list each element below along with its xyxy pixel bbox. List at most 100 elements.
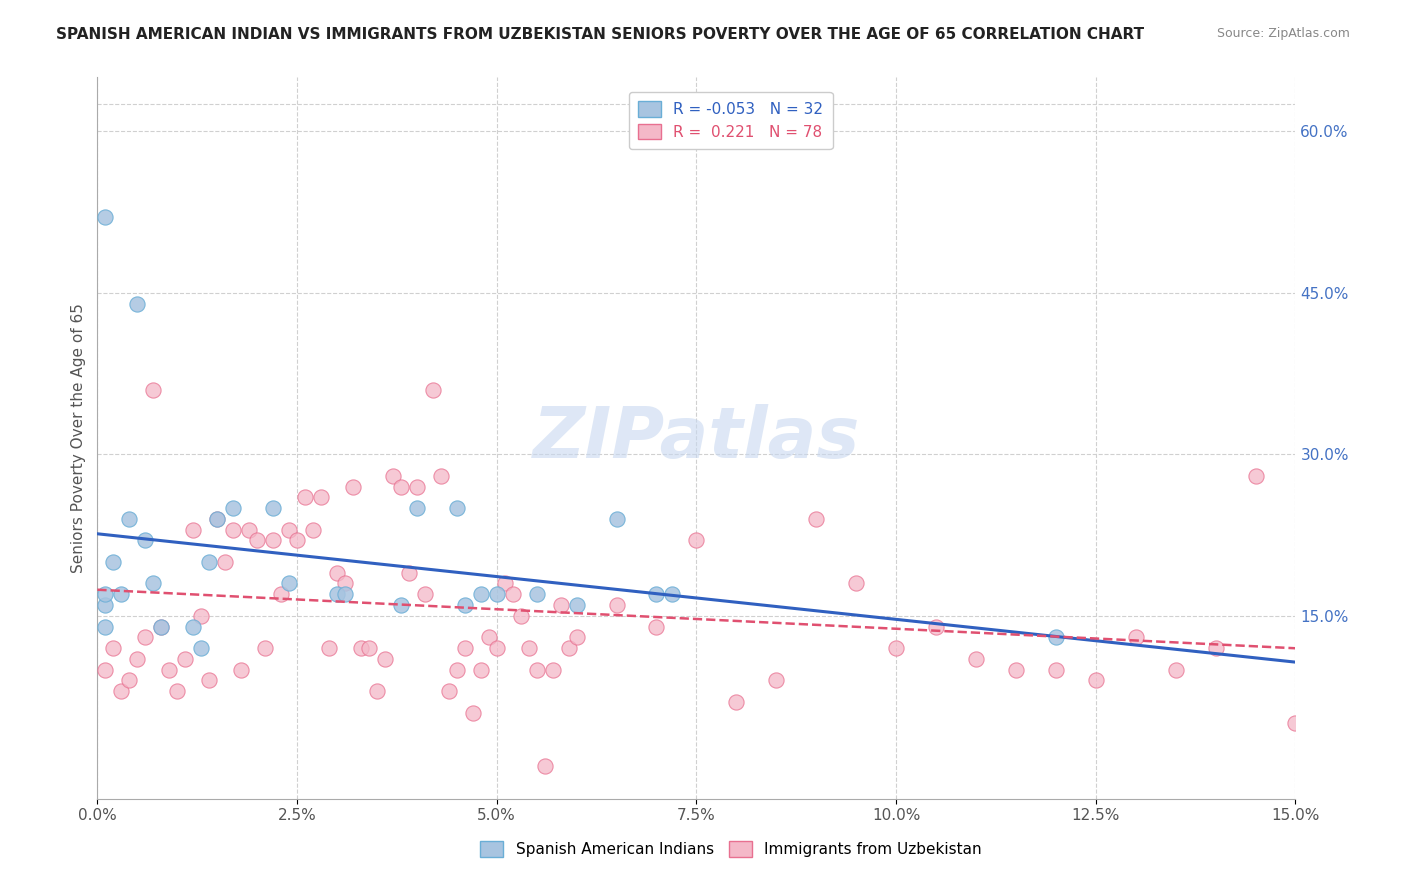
Point bbox=[118, 512, 141, 526]
Point bbox=[190, 608, 212, 623]
Point bbox=[557, 640, 579, 655]
Point bbox=[262, 501, 284, 516]
Point bbox=[413, 587, 436, 601]
Point bbox=[166, 684, 188, 698]
Point bbox=[884, 640, 907, 655]
Point bbox=[118, 673, 141, 688]
Point bbox=[1244, 468, 1267, 483]
Point bbox=[565, 630, 588, 644]
Point bbox=[405, 479, 427, 493]
Point bbox=[533, 759, 555, 773]
Point bbox=[110, 587, 132, 601]
Point bbox=[285, 533, 308, 548]
Point bbox=[318, 640, 340, 655]
Point bbox=[806, 512, 828, 526]
Text: Source: ZipAtlas.com: Source: ZipAtlas.com bbox=[1216, 27, 1350, 40]
Point bbox=[398, 566, 420, 580]
Point bbox=[517, 640, 540, 655]
Point bbox=[246, 533, 269, 548]
Point bbox=[389, 598, 412, 612]
Point bbox=[127, 652, 149, 666]
Legend: Spanish American Indians, Immigrants from Uzbekistan: Spanish American Indians, Immigrants fro… bbox=[471, 832, 991, 866]
Point bbox=[550, 598, 572, 612]
Point bbox=[526, 663, 548, 677]
Point bbox=[181, 523, 204, 537]
Point bbox=[94, 598, 117, 612]
Point bbox=[446, 663, 468, 677]
Point bbox=[222, 501, 245, 516]
Point bbox=[606, 598, 628, 612]
Point bbox=[1005, 663, 1028, 677]
Point bbox=[181, 619, 204, 633]
Legend: R = -0.053   N = 32, R =  0.221   N = 78: R = -0.053 N = 32, R = 0.221 N = 78 bbox=[628, 92, 832, 149]
Point bbox=[1084, 673, 1107, 688]
Point bbox=[1045, 630, 1067, 644]
Point bbox=[103, 555, 125, 569]
Point bbox=[485, 587, 508, 601]
Point bbox=[302, 523, 325, 537]
Point bbox=[357, 640, 380, 655]
Point bbox=[205, 512, 228, 526]
Point bbox=[294, 491, 316, 505]
Point bbox=[333, 576, 356, 591]
Point bbox=[150, 619, 173, 633]
Point bbox=[190, 640, 212, 655]
Point bbox=[278, 523, 301, 537]
Point bbox=[1164, 663, 1187, 677]
Point bbox=[494, 576, 516, 591]
Point bbox=[270, 587, 292, 601]
Point bbox=[222, 523, 245, 537]
Point bbox=[454, 640, 477, 655]
Point bbox=[725, 695, 748, 709]
Point bbox=[454, 598, 477, 612]
Point bbox=[437, 684, 460, 698]
Point bbox=[478, 630, 501, 644]
Point bbox=[174, 652, 197, 666]
Point bbox=[278, 576, 301, 591]
Point bbox=[381, 468, 404, 483]
Text: SPANISH AMERICAN INDIAN VS IMMIGRANTS FROM UZBEKISTAN SENIORS POVERTY OVER THE A: SPANISH AMERICAN INDIAN VS IMMIGRANTS FR… bbox=[56, 27, 1144, 42]
Y-axis label: Seniors Poverty Over the Age of 65: Seniors Poverty Over the Age of 65 bbox=[72, 303, 86, 573]
Point bbox=[214, 555, 236, 569]
Point bbox=[1284, 716, 1306, 731]
Point bbox=[645, 587, 668, 601]
Point bbox=[430, 468, 453, 483]
Point bbox=[94, 211, 117, 225]
Point bbox=[1045, 663, 1067, 677]
Point bbox=[134, 533, 156, 548]
Point bbox=[326, 587, 349, 601]
Point bbox=[422, 383, 444, 397]
Point bbox=[157, 663, 180, 677]
Point bbox=[150, 619, 173, 633]
Point bbox=[94, 663, 117, 677]
Point bbox=[326, 566, 349, 580]
Point bbox=[845, 576, 868, 591]
Point bbox=[485, 640, 508, 655]
Point bbox=[342, 479, 364, 493]
Point bbox=[765, 673, 787, 688]
Point bbox=[142, 383, 165, 397]
Point bbox=[366, 684, 388, 698]
Point bbox=[509, 608, 531, 623]
Point bbox=[110, 684, 132, 698]
Point bbox=[350, 640, 373, 655]
Point bbox=[205, 512, 228, 526]
Point bbox=[965, 652, 987, 666]
Point bbox=[405, 501, 427, 516]
Point bbox=[374, 652, 396, 666]
Text: ZIPatlas: ZIPatlas bbox=[533, 403, 860, 473]
Point bbox=[262, 533, 284, 548]
Point bbox=[134, 630, 156, 644]
Point bbox=[333, 587, 356, 601]
Point bbox=[254, 640, 277, 655]
Point bbox=[645, 619, 668, 633]
Point bbox=[229, 663, 252, 677]
Point bbox=[1125, 630, 1147, 644]
Point bbox=[127, 296, 149, 310]
Point bbox=[685, 533, 707, 548]
Point bbox=[470, 663, 492, 677]
Point bbox=[446, 501, 468, 516]
Point bbox=[238, 523, 260, 537]
Point bbox=[94, 587, 117, 601]
Point bbox=[309, 491, 332, 505]
